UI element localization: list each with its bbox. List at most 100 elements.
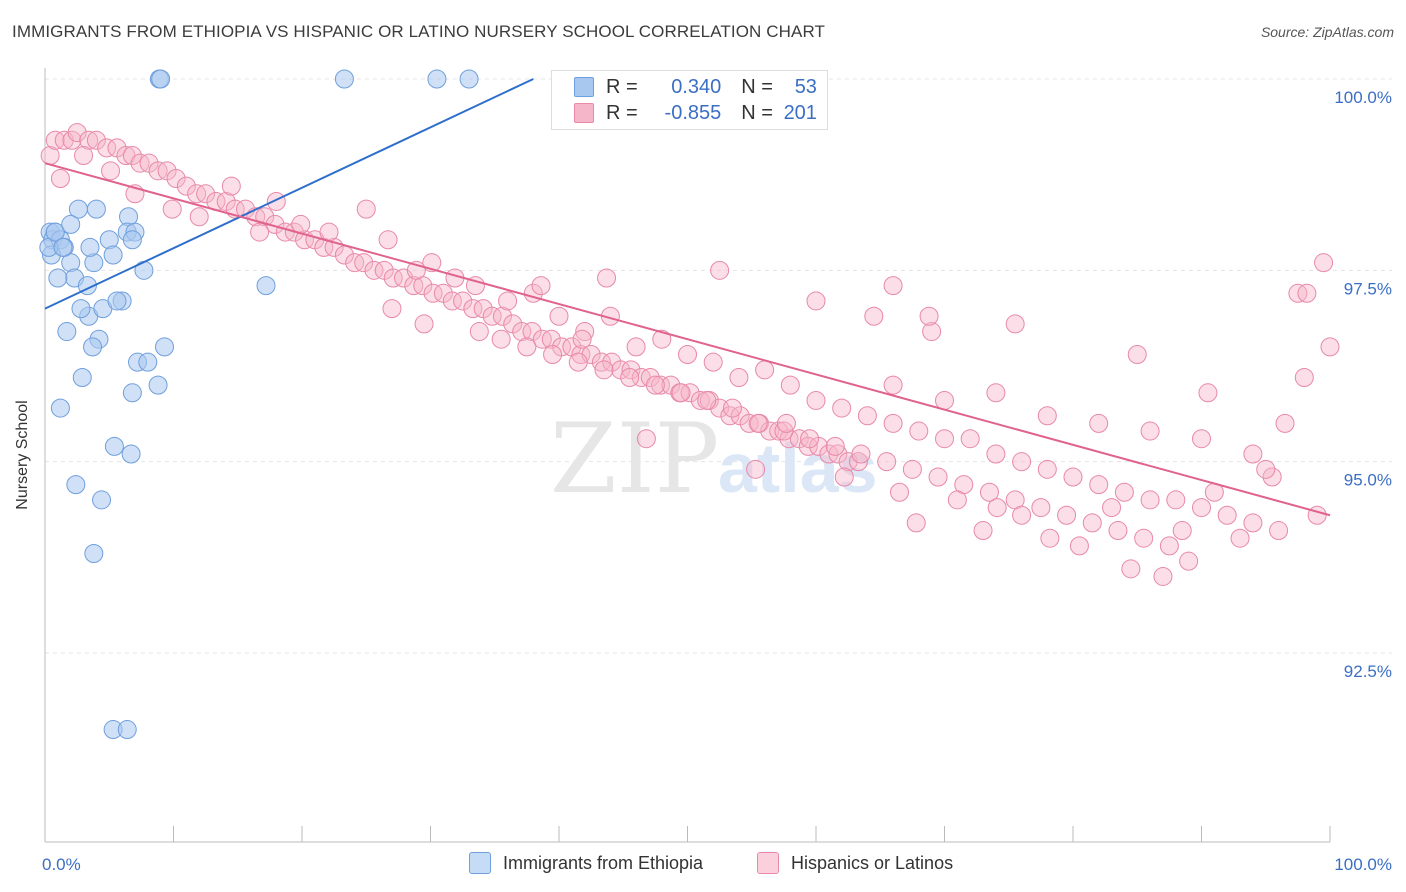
data-point-hispanics: [1275, 413, 1295, 433]
data-point-hispanics: [671, 383, 691, 403]
data-point-ethiopia: [138, 352, 158, 372]
data-point-ethiopia: [151, 69, 171, 89]
data-point-hispanics: [189, 207, 209, 227]
data-point-hispanics: [382, 299, 402, 319]
data-point-hispanics: [626, 337, 646, 357]
data-point-hispanics: [575, 322, 595, 342]
data-point-ethiopia: [427, 69, 447, 89]
data-point-hispanics: [851, 444, 871, 464]
data-point-hispanics: [620, 367, 640, 387]
data-point-hispanics: [902, 459, 922, 479]
data-point-ethiopia: [61, 214, 81, 234]
trend-lines: [44, 78, 1331, 517]
legend-swatch-hispanics: [757, 852, 779, 874]
data-point-hispanics: [1159, 536, 1179, 556]
legend-item-hispanics[interactable]: Hispanics or Latinos: [757, 852, 953, 874]
data-point-ethiopia: [84, 544, 104, 564]
data-point-hispanics: [906, 513, 926, 533]
data-point-hispanics: [1089, 475, 1109, 495]
data-point-hispanics: [1153, 566, 1173, 586]
data-point-ethiopia: [155, 337, 175, 357]
data-point-hispanics: [549, 306, 569, 326]
data-point-hispanics: [465, 276, 485, 296]
data-point-ethiopia: [121, 444, 141, 464]
data-point-ethiopia: [45, 222, 65, 242]
data-point-hispanics: [86, 130, 106, 150]
data-point-ethiopia: [104, 436, 124, 456]
legend-swatch-ethiopia: [574, 77, 594, 97]
data-point-ethiopia: [122, 230, 142, 250]
legend-r-label: R =: [606, 101, 638, 124]
legend-r-label: R =: [606, 75, 638, 98]
data-point-hispanics: [67, 123, 87, 143]
data-point-hispanics: [568, 352, 588, 372]
data-point-hispanics: [1256, 459, 1276, 479]
legend-swatch-ethiopia: [469, 852, 491, 874]
data-point-hispanics: [722, 398, 742, 418]
data-point-hispanics: [1192, 429, 1211, 449]
data-point-hispanics: [857, 406, 877, 426]
data-point-hispanics: [832, 398, 852, 418]
data-point-ethiopia: [57, 322, 77, 342]
data-point-hispanics: [571, 345, 591, 365]
data-point-hispanics: [979, 482, 999, 502]
legend-n-value: 53: [794, 75, 817, 98]
data-point-hispanics: [250, 222, 270, 242]
data-point-hispanics: [364, 260, 384, 280]
data-point-hispanics: [710, 260, 730, 280]
data-point-ethiopia: [66, 475, 86, 495]
data-point-hispanics: [122, 146, 142, 166]
data-point-hispanics: [162, 199, 182, 219]
data-point-ethiopia: [92, 490, 112, 510]
data-point-hispanics: [414, 314, 434, 334]
data-point-hispanics: [922, 322, 942, 342]
data-point-ethiopia: [86, 199, 106, 219]
data-point-hispanics: [848, 452, 868, 472]
data-point-hispanics: [1192, 498, 1211, 518]
data-point-hispanics: [1069, 536, 1089, 556]
data-point-hispanics: [314, 237, 334, 257]
data-point-hispanics: [935, 429, 954, 449]
data-point-hispanics: [266, 191, 286, 211]
data-point-hispanics: [491, 329, 511, 349]
data-point-hispanics: [1230, 528, 1250, 548]
data-point-hispanics: [1102, 498, 1122, 518]
series-ethiopia-points: [39, 69, 479, 740]
data-point-hispanics: [769, 421, 789, 441]
data-point-hispanics: [1314, 253, 1334, 273]
data-point-ethiopia: [256, 276, 276, 296]
data-point-hispanics: [1012, 452, 1032, 472]
data-point-hispanics: [987, 498, 1007, 518]
data-point-ethiopia: [148, 375, 168, 395]
data-point-hispanics: [746, 459, 766, 479]
data-point-hispanics: [1243, 513, 1263, 533]
data-point-hispanics: [1140, 421, 1160, 441]
data-point-hispanics: [1037, 459, 1057, 479]
data-point-hispanics: [74, 146, 94, 166]
data-point-hispanics: [1172, 521, 1192, 541]
data-point-hispanics: [1217, 505, 1237, 525]
legend-item-ethiopia[interactable]: Immigrants from Ethiopia: [469, 852, 703, 874]
data-point-hispanics: [1108, 521, 1128, 541]
data-point-ethiopia: [122, 383, 142, 403]
data-point-hispanics: [442, 291, 462, 311]
data-point-ethiopia: [50, 398, 70, 418]
data-point-hispanics: [423, 283, 443, 303]
data-point-hispanics: [828, 444, 848, 464]
data-point-hispanics: [1269, 521, 1289, 541]
data-point-hispanics: [986, 444, 1006, 464]
y-tick-label: 92.5%: [1344, 662, 1392, 681]
trend-line-hispanics: [44, 162, 1331, 517]
data-point-hispanics: [522, 322, 542, 342]
data-point-hispanics: [755, 360, 775, 380]
data-point-hispanics: [1320, 337, 1340, 357]
data-point-hispanics: [678, 345, 697, 365]
data-point-hispanics: [636, 429, 656, 449]
y-tick-label: 100.0%: [1334, 88, 1392, 107]
y-tick-label: 97.5%: [1344, 279, 1392, 298]
data-point-hispanics: [935, 390, 954, 410]
correlation-legend: R = 0.340 N = 53 R = -0.855 N = 201: [551, 70, 828, 130]
data-point-hispanics: [97, 138, 117, 158]
data-point-hispanics: [645, 375, 665, 395]
